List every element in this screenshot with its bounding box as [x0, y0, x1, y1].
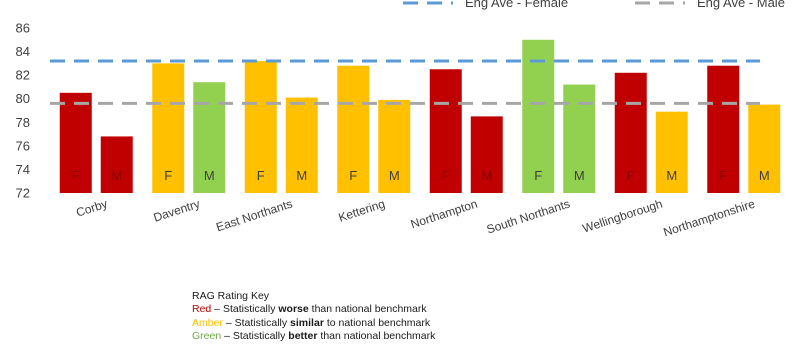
rag-key-title: RAG Rating Key	[192, 290, 270, 302]
bar-inner-label: M	[574, 168, 585, 183]
bar-inner-label: F	[627, 168, 635, 183]
rag-word-amber: Amber	[192, 316, 223, 329]
rag-text: – Statistically	[221, 329, 289, 342]
x-tick-label: Corby	[74, 197, 109, 220]
bar-m-northamptonshire	[748, 104, 781, 193]
bar-inner-label: M	[296, 168, 307, 183]
x-tick-label: Wellingborough	[581, 197, 664, 236]
rag-text: to national benchmark	[323, 316, 431, 329]
bar-m-corby	[100, 136, 133, 193]
bar-inner-label: F	[349, 168, 357, 183]
y-tick-label: 82	[16, 68, 30, 83]
rag-text: – Statistically	[211, 303, 279, 316]
bar-f-kettering	[337, 65, 370, 193]
bar-inner-label: F	[534, 168, 542, 183]
bar-inner-label: F	[442, 168, 450, 183]
bar-f-east-northants	[244, 61, 277, 193]
y-tick-label: 84	[16, 44, 30, 59]
rag-key-row-red: Red – Statistically worse than national …	[192, 303, 435, 316]
bar-f-northampton	[429, 69, 462, 193]
bar-inner-label: M	[666, 168, 677, 183]
bar-m-northampton	[470, 116, 503, 193]
rag-key-row-green: Green – Statistically better than nation…	[192, 330, 435, 343]
rag-key-row-amber: Amber – Statistically similar to nationa…	[192, 317, 435, 330]
rag-text: – Statistically	[222, 316, 291, 329]
bar-inner-label: F	[72, 168, 80, 183]
rag-bold-better: better	[288, 329, 318, 342]
x-axis-labels: Corby Daventry East Northants Kettering Nort…	[74, 196, 757, 239]
bar-m-kettering	[378, 99, 411, 193]
bar-inner-label: M	[759, 168, 770, 183]
rag-rating-key: RAG Rating Key Red – Statistically worse…	[192, 290, 435, 343]
rag-text: than national benchmark	[308, 303, 427, 316]
x-tick-label: Northamptonshire	[662, 196, 757, 239]
bar-inner-label: F	[164, 168, 172, 183]
y-tick-label: 72	[16, 186, 30, 201]
bar-f-daventry	[152, 63, 185, 193]
bar-inner-label: M	[204, 168, 215, 183]
legend-label: Eng Ave - Female	[465, 0, 568, 10]
bar-m-daventry	[193, 82, 226, 193]
x-tick-label: Daventry	[152, 197, 202, 225]
y-tick-label: 80	[16, 91, 30, 106]
x-tick-label: Kettering	[337, 197, 387, 225]
bar-m-wellingborough	[655, 111, 688, 193]
bar-inner-label: M	[481, 168, 492, 183]
rag-text: than national benchmark	[317, 329, 436, 342]
bar-inner-label: F	[257, 168, 265, 183]
rag-bold-similar: similar	[290, 316, 324, 329]
y-tick-label: 78	[16, 115, 30, 130]
bar-m-east-northants	[285, 97, 318, 193]
bar-f-south-northants	[522, 39, 555, 194]
bar-inner-label: M	[111, 168, 122, 183]
bar-inner-label: F	[719, 168, 727, 183]
x-tick-label: East Northants	[214, 197, 294, 235]
bar-inner-label: M	[389, 168, 400, 183]
y-tick-label: 86	[16, 21, 30, 36]
chart-legend: Eng Ave - Female Eng Ave - Male	[403, 0, 785, 10]
rag-word-green: Green	[192, 329, 222, 342]
bar-f-corby	[59, 92, 92, 193]
rag-bold-worse: worse	[278, 303, 309, 316]
bar-f-northamptonshire	[707, 65, 740, 193]
y-tick-label: 74	[16, 162, 30, 177]
rag-word-red: Red	[192, 303, 212, 316]
y-axis: 72 74 76 78 80 82 84 86	[16, 21, 30, 201]
legend-label: Eng Ave - Male	[697, 0, 785, 10]
x-tick-label: South Northants	[485, 197, 572, 237]
bar-f-wellingborough	[614, 72, 647, 193]
x-tick-label: Northampton	[409, 197, 479, 232]
y-tick-label: 76	[16, 138, 30, 153]
